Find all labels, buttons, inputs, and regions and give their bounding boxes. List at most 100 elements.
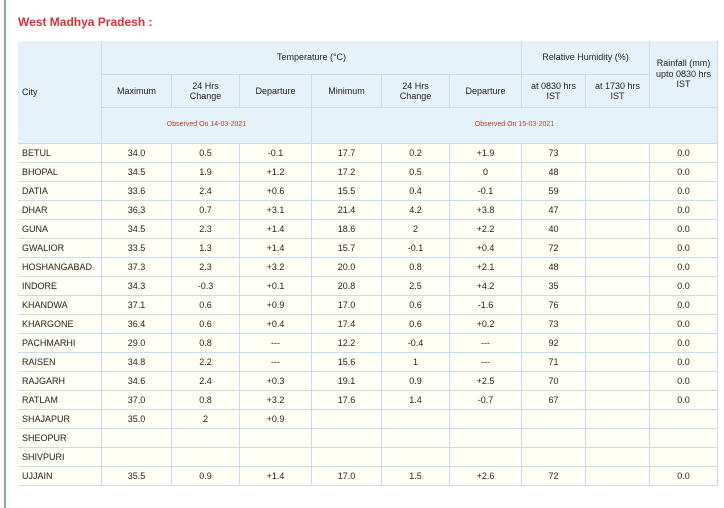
data-cell: 17.2 bbox=[312, 163, 382, 182]
data-cell bbox=[172, 448, 240, 467]
data-cell bbox=[522, 448, 586, 467]
city-name: HOSHANGABAD bbox=[18, 258, 102, 277]
city-name: RAJGARH bbox=[18, 372, 102, 391]
data-cell: 34.5 bbox=[102, 220, 172, 239]
data-cell: +0.9 bbox=[240, 410, 312, 429]
data-cell: 17.0 bbox=[312, 467, 382, 486]
data-cell: +0.6 bbox=[240, 182, 312, 201]
city-name: UJJAIN bbox=[18, 467, 102, 486]
data-cell bbox=[102, 448, 172, 467]
observed-date: Observed On 15-03-2021 bbox=[312, 108, 718, 144]
header-column: Maximum bbox=[102, 75, 172, 108]
data-cell: +0.4 bbox=[240, 315, 312, 334]
data-cell bbox=[312, 448, 382, 467]
data-cell bbox=[586, 467, 650, 486]
data-cell bbox=[450, 448, 522, 467]
data-cell: 0.6 bbox=[172, 315, 240, 334]
data-cell: 36.4 bbox=[102, 315, 172, 334]
data-cell: +0.3 bbox=[240, 372, 312, 391]
data-cell: --- bbox=[450, 334, 522, 353]
data-cell: 2.3 bbox=[172, 220, 240, 239]
city-name: DATIA bbox=[18, 182, 102, 201]
data-cell: +2.2 bbox=[450, 220, 522, 239]
data-cell: 17.6 bbox=[312, 391, 382, 410]
data-cell: 2 bbox=[172, 410, 240, 429]
data-cell: 0.0 bbox=[650, 220, 718, 239]
data-cell: 2.2 bbox=[172, 353, 240, 372]
data-cell bbox=[312, 429, 382, 448]
data-cell bbox=[650, 429, 718, 448]
header-column: at 0830 hrs IST bbox=[522, 75, 586, 108]
data-cell bbox=[586, 277, 650, 296]
data-cell bbox=[586, 163, 650, 182]
data-cell bbox=[586, 448, 650, 467]
city-name: RAISEN bbox=[18, 353, 102, 372]
data-cell: 0.8 bbox=[172, 334, 240, 353]
data-cell: 76 bbox=[522, 296, 586, 315]
data-cell: 0.0 bbox=[650, 144, 718, 163]
header-city: City bbox=[18, 41, 102, 144]
data-cell: --- bbox=[240, 353, 312, 372]
data-cell bbox=[586, 258, 650, 277]
data-cell bbox=[172, 429, 240, 448]
data-cell: 1.4 bbox=[382, 391, 450, 410]
data-cell: 59 bbox=[522, 182, 586, 201]
city-name: SHAJAPUR bbox=[18, 410, 102, 429]
data-cell: +0.4 bbox=[450, 239, 522, 258]
data-cell: 37.0 bbox=[102, 391, 172, 410]
data-cell: 15.5 bbox=[312, 182, 382, 201]
data-cell bbox=[382, 429, 450, 448]
data-cell: 15.7 bbox=[312, 239, 382, 258]
data-cell: 2.5 bbox=[382, 277, 450, 296]
data-cell bbox=[586, 429, 650, 448]
data-cell: 37.1 bbox=[102, 296, 172, 315]
data-cell: 1 bbox=[382, 353, 450, 372]
city-name: RATLAM bbox=[18, 391, 102, 410]
data-cell: 0.0 bbox=[650, 334, 718, 353]
data-cell bbox=[650, 448, 718, 467]
data-cell: 34.8 bbox=[102, 353, 172, 372]
data-cell bbox=[312, 410, 382, 429]
data-cell: 21.4 bbox=[312, 201, 382, 220]
data-cell bbox=[586, 315, 650, 334]
data-cell: 0.5 bbox=[382, 163, 450, 182]
data-cell: 70 bbox=[522, 372, 586, 391]
data-cell: 0.0 bbox=[650, 467, 718, 486]
data-cell bbox=[586, 391, 650, 410]
data-cell: 2.4 bbox=[172, 372, 240, 391]
header-column: Minimum bbox=[312, 75, 382, 108]
data-cell: 0.8 bbox=[382, 258, 450, 277]
data-cell bbox=[522, 429, 586, 448]
data-cell: 33.5 bbox=[102, 239, 172, 258]
city-name: KHANDWA bbox=[18, 296, 102, 315]
data-cell: -0.1 bbox=[382, 239, 450, 258]
data-cell: 0.5 bbox=[172, 144, 240, 163]
data-cell: 71 bbox=[522, 353, 586, 372]
header-rainfall: Rainfall (mm) upto 0830 hrs IST bbox=[650, 41, 718, 108]
data-cell: -0.4 bbox=[382, 334, 450, 353]
data-cell: 72 bbox=[522, 239, 586, 258]
data-cell: 20.8 bbox=[312, 277, 382, 296]
data-cell: 40 bbox=[522, 220, 586, 239]
data-cell bbox=[586, 182, 650, 201]
data-cell bbox=[240, 429, 312, 448]
section-title: West Madhya Pradesh : bbox=[18, 15, 153, 29]
city-name: GWALIOR bbox=[18, 239, 102, 258]
data-cell: 47 bbox=[522, 201, 586, 220]
header-column: 24 Hrs Change bbox=[382, 75, 450, 108]
data-cell bbox=[586, 410, 650, 429]
data-cell: +2.1 bbox=[450, 258, 522, 277]
header-column: at 1730 hrs IST bbox=[586, 75, 650, 108]
data-cell: -0.7 bbox=[450, 391, 522, 410]
data-cell: -0.1 bbox=[450, 182, 522, 201]
data-cell: 92 bbox=[522, 334, 586, 353]
data-cell: +3.2 bbox=[240, 391, 312, 410]
data-cell: 0.0 bbox=[650, 353, 718, 372]
data-cell: 0.9 bbox=[382, 372, 450, 391]
data-cell bbox=[102, 429, 172, 448]
header-column: 24 Hrs Change bbox=[172, 75, 240, 108]
data-cell: 2 bbox=[382, 220, 450, 239]
data-cell bbox=[586, 220, 650, 239]
data-cell: 17.7 bbox=[312, 144, 382, 163]
city-name: SHEOPUR bbox=[18, 429, 102, 448]
